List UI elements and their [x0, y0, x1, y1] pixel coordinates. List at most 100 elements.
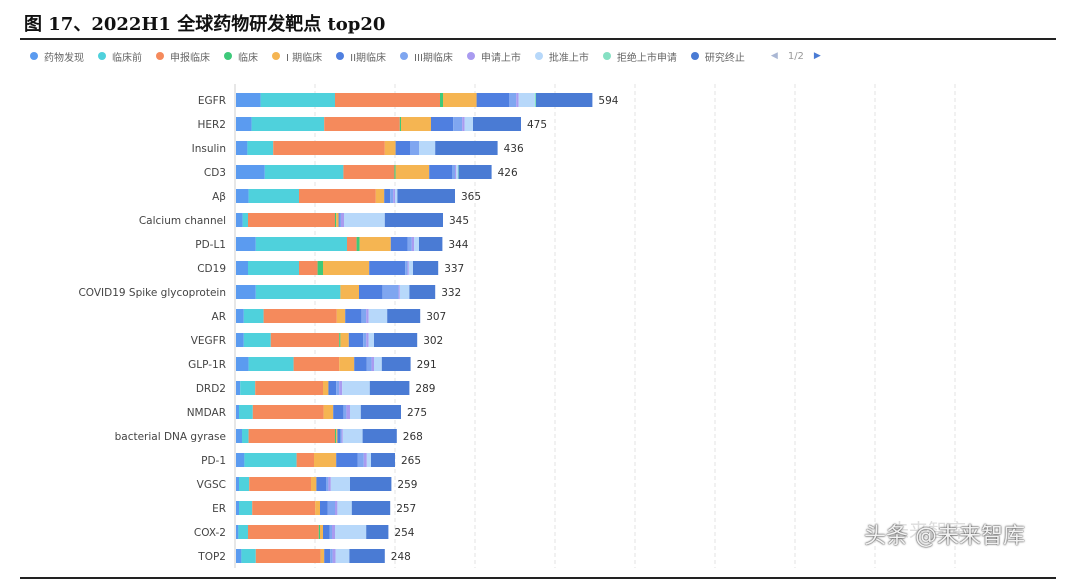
- bar-segment[interactable]: [343, 165, 395, 179]
- bar-segment[interactable]: [395, 141, 410, 155]
- legend-item[interactable]: 拒绝上市申请: [602, 49, 677, 64]
- bar-segment[interactable]: [408, 261, 413, 275]
- bar-segment[interactable]: [239, 501, 253, 515]
- bar-segment[interactable]: [384, 141, 396, 155]
- bar-segment[interactable]: [241, 549, 256, 563]
- bar-segment[interactable]: [248, 261, 299, 275]
- bar-segment[interactable]: [236, 237, 256, 251]
- bar-segment[interactable]: [350, 405, 361, 419]
- bar-segment[interactable]: [410, 141, 419, 155]
- bar-segment[interactable]: [236, 477, 239, 491]
- legend-item[interactable]: 研究终止: [690, 49, 745, 64]
- bar-segment[interactable]: [359, 285, 383, 299]
- bar-segment[interactable]: [341, 213, 344, 227]
- bar-segment[interactable]: [348, 333, 364, 347]
- bar-segment[interactable]: [407, 261, 409, 275]
- bar-segment[interactable]: [316, 477, 326, 491]
- bar-segment[interactable]: [332, 549, 336, 563]
- bar-segment[interactable]: [381, 357, 411, 371]
- bar-segment[interactable]: [387, 309, 421, 323]
- bar-segment[interactable]: [397, 189, 455, 203]
- bar-segment[interactable]: [236, 309, 244, 323]
- bar-segment[interactable]: [238, 525, 248, 539]
- bar-segment[interactable]: [443, 93, 477, 107]
- bar-segment[interactable]: [384, 213, 443, 227]
- bar-segment[interactable]: [337, 501, 352, 515]
- bar-segment[interactable]: [371, 453, 395, 467]
- bar-segment[interactable]: [252, 405, 324, 419]
- bar-segment[interactable]: [368, 309, 388, 323]
- bar-segment[interactable]: [329, 525, 332, 539]
- legend-item[interactable]: 临床: [224, 49, 258, 64]
- bar-segment[interactable]: [243, 309, 264, 323]
- bar-segment[interactable]: [243, 333, 271, 347]
- legend-item[interactable]: 批准上市: [534, 49, 589, 64]
- bar-segment[interactable]: [324, 549, 331, 563]
- bar-segment[interactable]: [407, 237, 412, 251]
- bar-segment[interactable]: [236, 525, 239, 539]
- legend-item[interactable]: 申报临床: [156, 49, 210, 64]
- bar-segment[interactable]: [255, 549, 321, 563]
- bar-segment[interactable]: [311, 477, 317, 491]
- bar-segment[interactable]: [458, 165, 492, 179]
- bar-segment[interactable]: [314, 453, 337, 467]
- bar-segment[interactable]: [335, 525, 367, 539]
- bar-segment[interactable]: [382, 285, 399, 299]
- bar-segment[interactable]: [248, 429, 335, 443]
- bar-segment[interactable]: [315, 501, 320, 515]
- bar-segment[interactable]: [264, 165, 344, 179]
- bar-segment[interactable]: [240, 381, 256, 395]
- bar-segment[interactable]: [395, 165, 430, 179]
- bar-segment[interactable]: [366, 309, 369, 323]
- bar-segment[interactable]: [335, 549, 350, 563]
- bar-segment[interactable]: [394, 165, 396, 179]
- bar-segment[interactable]: [332, 525, 335, 539]
- bar-segment[interactable]: [462, 117, 465, 131]
- bar-segment[interactable]: [431, 117, 454, 131]
- bar-segment[interactable]: [248, 357, 294, 371]
- bar-segment[interactable]: [363, 333, 367, 347]
- bar-segment[interactable]: [366, 453, 371, 467]
- bar-segment[interactable]: [248, 213, 335, 227]
- legend-item[interactable]: II期临床: [336, 49, 386, 64]
- bar-segment[interactable]: [255, 285, 341, 299]
- bar-segment[interactable]: [366, 525, 389, 539]
- bar-segment[interactable]: [399, 285, 410, 299]
- bar-segment[interactable]: [414, 237, 419, 251]
- bar-segment[interactable]: [320, 525, 323, 539]
- bar-segment[interactable]: [336, 309, 346, 323]
- bar-segment[interactable]: [251, 117, 325, 131]
- bar-segment[interactable]: [339, 333, 341, 347]
- bar-segment[interactable]: [356, 237, 360, 251]
- bar-segment[interactable]: [476, 93, 509, 107]
- bar-segment[interactable]: [339, 213, 341, 227]
- bar-segment[interactable]: [339, 381, 343, 395]
- bar-segment[interactable]: [236, 453, 245, 467]
- bar-segment[interactable]: [374, 357, 382, 371]
- bar-segment[interactable]: [349, 549, 385, 563]
- bar-segment[interactable]: [340, 285, 359, 299]
- bar-segment[interactable]: [263, 309, 337, 323]
- bar-segment[interactable]: [366, 357, 372, 371]
- bar-segment[interactable]: [317, 261, 323, 275]
- bar-segment[interactable]: [299, 189, 376, 203]
- bar-segment[interactable]: [247, 141, 274, 155]
- bar-segment[interactable]: [351, 501, 391, 515]
- bar-segment[interactable]: [236, 141, 248, 155]
- bar-segment[interactable]: [390, 237, 408, 251]
- bar-segment[interactable]: [236, 549, 242, 563]
- bar-segment[interactable]: [335, 213, 337, 227]
- bar-segment[interactable]: [255, 237, 347, 251]
- bar-segment[interactable]: [296, 453, 314, 467]
- bar-segment[interactable]: [405, 261, 408, 275]
- bar-segment[interactable]: [342, 429, 363, 443]
- bar-segment[interactable]: [350, 477, 392, 491]
- bar-segment[interactable]: [518, 93, 535, 107]
- bar-segment[interactable]: [509, 93, 517, 107]
- bar-segment[interactable]: [338, 213, 340, 227]
- bar-segment[interactable]: [335, 501, 338, 515]
- bar-segment[interactable]: [409, 285, 436, 299]
- bar-segment[interactable]: [236, 93, 261, 107]
- bar-segment[interactable]: [239, 477, 250, 491]
- bar-segment[interactable]: [393, 189, 395, 203]
